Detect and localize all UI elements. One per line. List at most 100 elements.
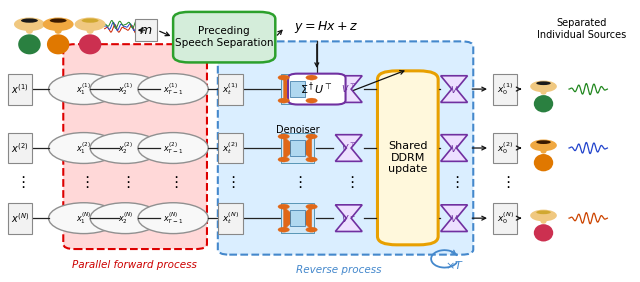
Text: Denoiser: Denoiser [276,125,319,135]
Circle shape [306,134,317,139]
Polygon shape [284,78,296,101]
Text: $x_1^{(2)}$: $x_1^{(2)}$ [76,140,91,156]
Bar [290,210,305,226]
Text: $\vdots$: $\vdots$ [225,174,236,190]
Bar [493,74,517,105]
Text: $\Sigma^\dagger U^\top$: $\Sigma^\dagger U^\top$ [300,81,333,97]
Text: $x_2^{(N)}$: $x_2^{(N)}$ [118,210,133,226]
Circle shape [278,204,289,209]
FancyBboxPatch shape [218,41,473,255]
Ellipse shape [541,90,547,95]
Text: $V^\top$: $V^\top$ [341,83,356,95]
Circle shape [90,203,161,233]
Text: $\vdots$: $\vdots$ [344,174,354,190]
Polygon shape [299,136,312,160]
Text: $V^-$: $V^-$ [341,213,356,224]
Text: $\vdots$: $\vdots$ [79,174,89,190]
Ellipse shape [534,224,553,241]
Bar [218,74,243,105]
Text: $\vdots$: $\vdots$ [449,174,460,190]
Bar [218,203,243,233]
Bar [8,74,32,105]
Text: Separated
Individual Sources: Separated Individual Sources [537,18,627,39]
Text: $x_0^{(N)}$: $x_0^{(N)}$ [497,210,514,226]
Text: $x_1^{(1)}$: $x_1^{(1)}$ [76,81,91,97]
Circle shape [278,75,289,80]
Text: Shared
DDRM
update: Shared DDRM update [388,141,428,175]
Bar [281,74,314,104]
FancyBboxPatch shape [173,12,275,62]
Circle shape [278,227,289,232]
Polygon shape [335,76,362,102]
Text: $x_{T-1}^{(1)}$: $x_{T-1}^{(1)}$ [163,81,183,97]
Text: $x_1^{(N)}$: $x_1^{(N)}$ [76,210,92,226]
Ellipse shape [82,18,99,23]
Circle shape [138,74,208,105]
Circle shape [90,133,161,164]
Text: $\vdots$: $\vdots$ [168,174,179,190]
Circle shape [530,140,557,151]
Ellipse shape [536,210,551,214]
Text: $V^\top$: $V^\top$ [341,142,356,154]
Circle shape [75,17,106,31]
Bar [493,203,517,233]
Text: $x_0^{(2)}$: $x_0^{(2)}$ [497,140,513,156]
Circle shape [43,17,74,31]
Text: $x_{T-1}^{(2)}$: $x_{T-1}^{(2)}$ [163,140,183,156]
Ellipse shape [18,34,41,54]
Text: $x_2^{(2)}$: $x_2^{(2)}$ [118,140,132,156]
Text: $x^{(N)}$: $x^{(N)}$ [11,211,29,225]
Circle shape [306,204,317,209]
Circle shape [138,133,208,164]
Ellipse shape [536,81,551,85]
Circle shape [306,75,317,80]
Bar [135,19,157,41]
Circle shape [530,81,557,92]
Text: $x_2^{(1)}$: $x_2^{(1)}$ [118,81,132,97]
Circle shape [49,74,119,105]
Bar [290,81,305,97]
Polygon shape [335,135,362,161]
Text: Reverse process: Reverse process [296,265,382,275]
Polygon shape [441,135,467,161]
Text: $x^{(1)}$: $x^{(1)}$ [11,82,29,96]
Text: $\vdots$: $\vdots$ [292,174,303,190]
FancyBboxPatch shape [63,44,207,249]
Text: $\vdots$: $\vdots$ [15,174,25,190]
Circle shape [278,134,289,139]
Text: $V$: $V$ [450,142,458,153]
Ellipse shape [21,18,38,23]
Circle shape [306,98,317,103]
FancyBboxPatch shape [378,71,438,245]
Text: $x_t^{(2)}$: $x_t^{(2)}$ [222,140,239,156]
Polygon shape [284,207,296,230]
Text: Parallel forward process: Parallel forward process [72,260,197,270]
Ellipse shape [541,149,547,154]
Bar [290,140,305,156]
Text: $\vdots$: $\vdots$ [500,174,510,190]
Ellipse shape [54,28,61,34]
Text: $y = Hx + z$: $y = Hx + z$ [294,19,358,35]
Ellipse shape [50,18,67,23]
Bar [281,203,314,233]
Bar [8,133,32,164]
Bar [218,133,243,164]
Text: $x^{(2)}$: $x^{(2)}$ [11,141,29,155]
Bar [281,133,314,163]
FancyBboxPatch shape [288,74,346,105]
Text: $\vdots$: $\vdots$ [120,174,131,190]
Circle shape [278,98,289,103]
Circle shape [138,203,208,233]
Text: $x_0^{(1)}$: $x_0^{(1)}$ [497,81,513,97]
Ellipse shape [534,95,553,113]
Circle shape [306,227,317,232]
Circle shape [90,74,161,105]
Polygon shape [441,205,467,232]
Ellipse shape [79,34,101,54]
Text: $V$: $V$ [450,83,458,94]
Polygon shape [299,78,312,101]
Circle shape [306,157,317,162]
Ellipse shape [86,28,93,34]
Circle shape [14,17,45,31]
Ellipse shape [26,28,33,34]
